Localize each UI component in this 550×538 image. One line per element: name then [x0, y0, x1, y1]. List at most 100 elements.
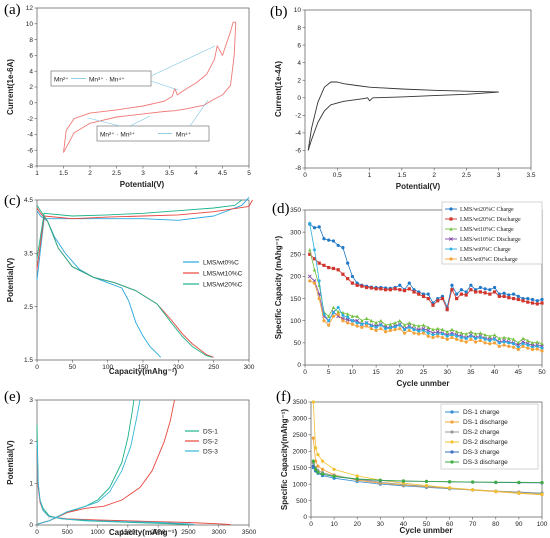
annotation-mn4: Mn⁴⁺: [176, 132, 192, 139]
data-point: [311, 436, 315, 440]
charge-curve: [36, 199, 243, 259]
y-tick-label: 4: [29, 68, 33, 75]
y-tick-label: 6: [29, 53, 33, 60]
data-point: [336, 305, 340, 310]
data-point: [312, 257, 317, 261]
data-point: [540, 480, 544, 485]
data-point: [474, 340, 478, 344]
data-point: [464, 336, 468, 341]
y-tick-label: 1000: [293, 481, 308, 488]
x-tick-label: 300: [244, 364, 255, 371]
data-point: [431, 327, 435, 332]
data-point: [350, 322, 354, 326]
x-axis-label: Cycle unmber: [397, 379, 450, 388]
legend-label: LMS/wt10%C Charge: [460, 227, 514, 233]
data-point: [431, 303, 435, 307]
data-point: [322, 319, 326, 323]
data-point: [355, 283, 359, 287]
panel-label: (d): [272, 201, 290, 217]
legend-label: DS-3 charge: [463, 449, 500, 456]
data-point: [521, 344, 525, 348]
x-tick-label: 50: [69, 364, 77, 371]
data-point: [455, 292, 459, 296]
x-tick-label: 1: [368, 172, 372, 179]
x-tick-label: 70: [469, 521, 477, 528]
data-point: [346, 277, 350, 281]
data-point: [412, 290, 416, 294]
data-point: [448, 486, 452, 490]
data-point: [355, 324, 359, 328]
data-point: [450, 333, 454, 337]
legend-label: LMS/wt0%C Charge: [460, 247, 511, 253]
legend-label: LMS/wt10%C Discharge: [460, 237, 521, 243]
data-point: [412, 327, 416, 332]
x-tick-label: 0: [35, 529, 39, 536]
annotation-leader: [129, 115, 151, 127]
data-point: [336, 268, 340, 272]
data-point: [369, 327, 373, 331]
legend-marker: [450, 420, 454, 424]
data-point: [493, 290, 497, 294]
data-point: [379, 323, 383, 327]
data-point: [312, 248, 317, 252]
plot-frame: [304, 9, 532, 169]
legend-marker: [449, 227, 453, 231]
y-tick-label: 200: [290, 274, 301, 281]
data-point: [421, 323, 426, 327]
x-tick-label: 10: [349, 369, 357, 376]
x-tick-label: 90: [515, 521, 523, 528]
data-point: [526, 296, 530, 301]
data-point: [407, 321, 411, 325]
y-tick-label: 3000: [293, 416, 308, 423]
data-point: [426, 328, 431, 333]
data-point: [317, 225, 321, 229]
x-tick-label: 500: [62, 529, 73, 536]
data-point: [312, 281, 317, 285]
data-point: [327, 238, 331, 242]
data-point: [494, 480, 498, 484]
annotation-mn2: Mn²⁺: [54, 77, 69, 84]
data-point: [421, 331, 426, 335]
panel-label: (e): [4, 389, 21, 405]
y-axis-label: Current(1e-4A): [274, 61, 283, 117]
data-point: [355, 321, 359, 325]
y-tick-label: -6: [295, 148, 301, 155]
legend-marker: [450, 430, 454, 434]
data-point: [407, 281, 411, 285]
legend-marker: [449, 247, 453, 251]
data-point: [455, 296, 459, 301]
data-point: [469, 288, 473, 292]
data-point: [341, 319, 345, 323]
data-point: [511, 296, 516, 301]
data-point: [336, 309, 340, 314]
data-point: [316, 452, 320, 457]
data-point: [483, 291, 487, 295]
data-point: [374, 321, 378, 325]
data-point: [488, 339, 492, 343]
data-point: [307, 274, 312, 279]
data-point: [398, 318, 402, 323]
data-point: [336, 243, 340, 248]
data-point: [374, 287, 378, 291]
data-point: [459, 292, 464, 296]
data-point: [332, 474, 336, 478]
x-tick-label: 1500: [121, 529, 136, 536]
data-point: [426, 292, 430, 296]
data-point: [521, 299, 525, 303]
data-point: [526, 346, 530, 350]
data-point: [355, 474, 359, 478]
data-point: [440, 332, 445, 336]
y-tick-label: 0: [297, 95, 301, 102]
y-tick-label: 1.5: [24, 357, 33, 364]
data-point: [346, 321, 350, 325]
legend-label: DS-1 charge: [463, 409, 500, 416]
data-point: [320, 459, 325, 463]
data-point: [530, 340, 535, 345]
data-point: [469, 334, 473, 338]
data-point: [360, 284, 364, 288]
x-tick-label: 200: [173, 364, 184, 371]
data-point: [379, 287, 383, 291]
data-point: [464, 332, 468, 336]
data-point: [464, 340, 468, 344]
y-tick-label: 12: [26, 5, 34, 12]
